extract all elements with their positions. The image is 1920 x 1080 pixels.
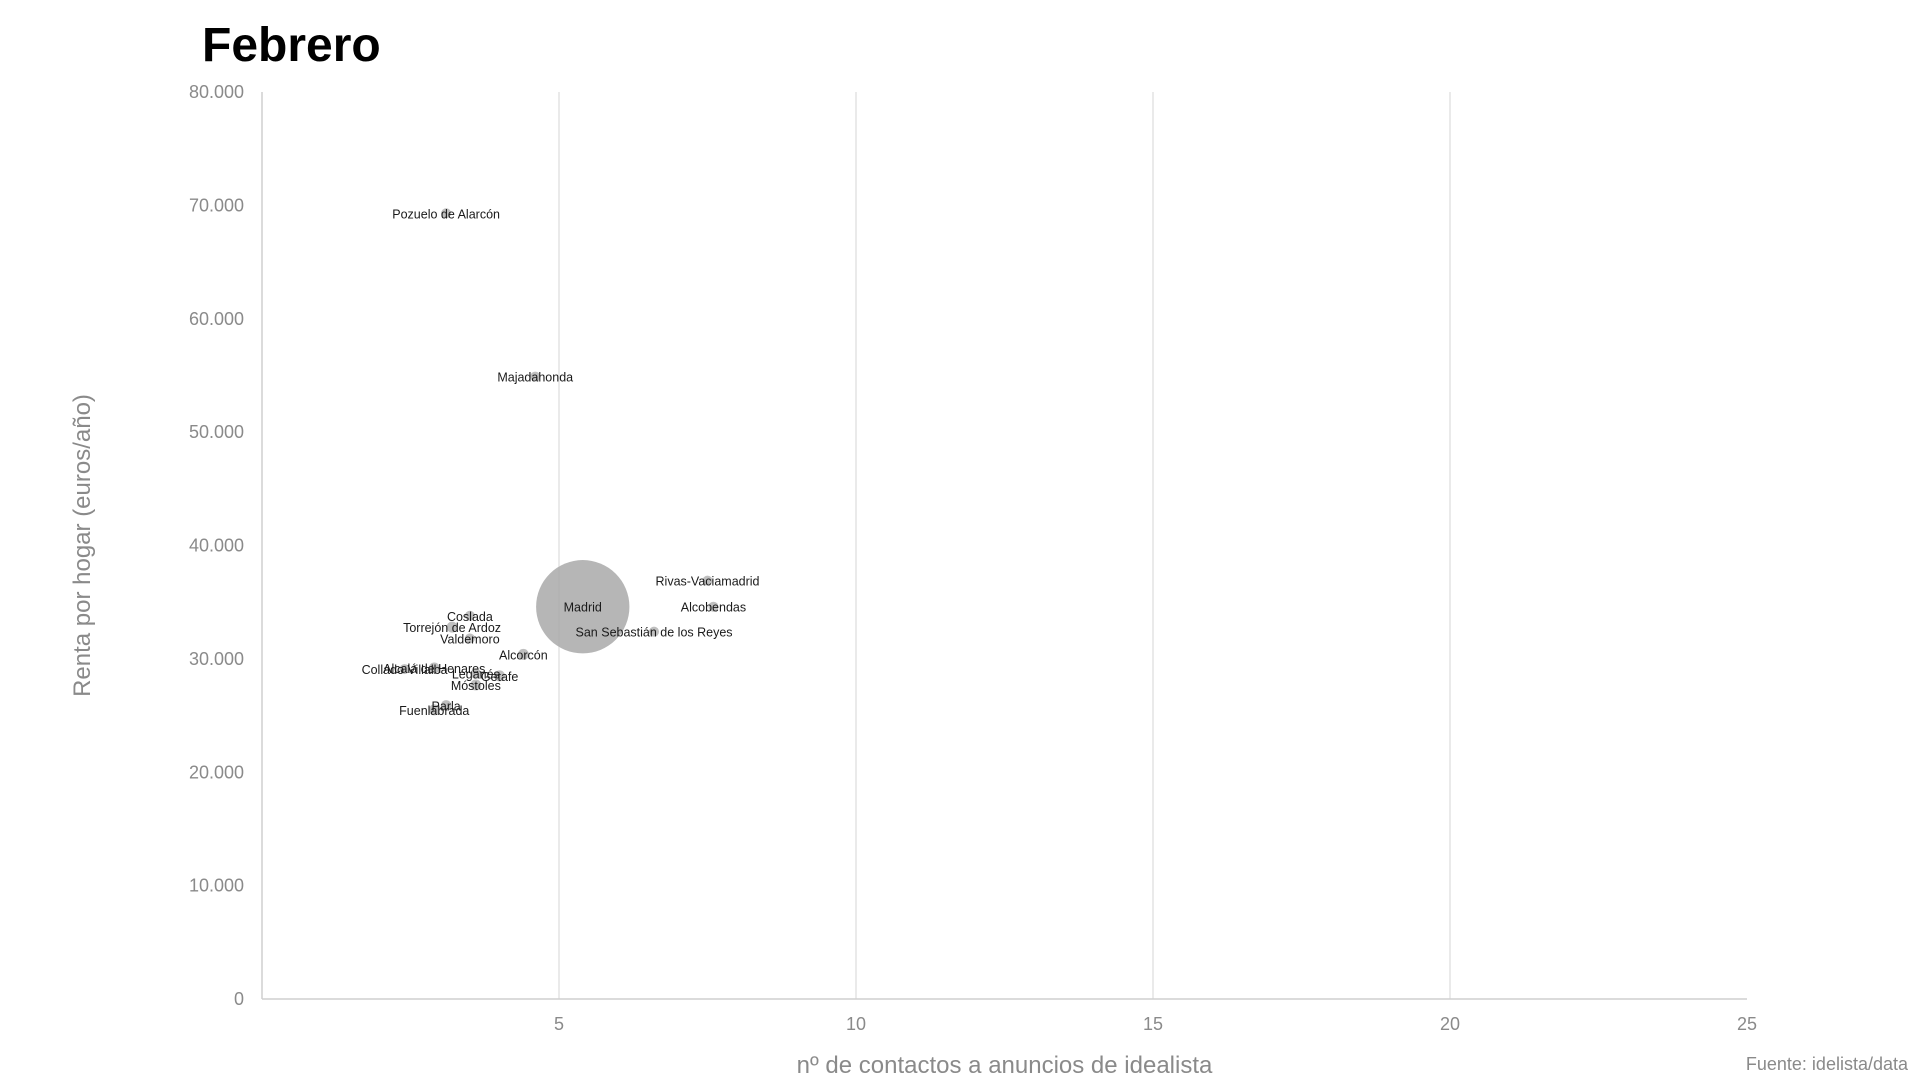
data-point — [428, 704, 440, 716]
data-point — [464, 610, 475, 621]
data-label: Madrid — [564, 601, 602, 615]
data-labels: Pozuelo de Alarcón Majadahonda Rivas-Vacia… — [362, 207, 760, 718]
x-tick-label: 25 — [1737, 1014, 1757, 1034]
data-label: Valdemoro — [440, 632, 500, 646]
data-label: Alcobendas — [681, 601, 746, 615]
grid-lines — [558, 92, 1451, 999]
data-point — [428, 662, 440, 674]
data-point — [702, 575, 713, 586]
data-point — [470, 679, 482, 691]
data-label: Rivas-Vaciamadrid — [656, 575, 760, 589]
y-axis-label: Renta por hogar (euros/año) — [69, 394, 96, 697]
data-label: Pozuelo de Alarcón — [392, 207, 500, 221]
y-tick-label: 70.000 — [189, 195, 244, 215]
data-point — [536, 560, 630, 654]
data-point — [464, 633, 475, 644]
x-tick-labels: 5 10 15 20 25 — [554, 1014, 1757, 1034]
x-tick-label: 5 — [554, 1014, 564, 1034]
y-tick-label: 50.000 — [189, 422, 244, 442]
x-tick-label: 20 — [1440, 1014, 1460, 1034]
data-point — [470, 668, 482, 679]
data-points — [399, 208, 719, 716]
x-tick-label: 10 — [846, 1014, 866, 1034]
y-tick-label: 0 — [234, 989, 244, 1009]
data-point — [517, 648, 529, 660]
y-tick-label: 80.000 — [189, 82, 244, 102]
data-point — [708, 601, 719, 612]
chart-title: Febrero — [202, 19, 381, 72]
data-label: San Sebastián de los Reyes — [576, 626, 733, 640]
data-point — [530, 371, 541, 382]
y-tick-label: 40.000 — [189, 536, 244, 556]
y-tick-labels: 0 10.000 20.000 30.000 40.000 50.000 60.000 70.… — [189, 82, 244, 1009]
data-label: Getafe — [481, 670, 519, 684]
axes — [261, 92, 1747, 1000]
y-tick-label: 30.000 — [189, 649, 244, 669]
data-label: Parla — [432, 699, 461, 713]
data-label: Torrejón de Ardoz — [403, 621, 501, 635]
data-label: Móstoles — [451, 679, 501, 693]
data-label: Alcorcón — [499, 648, 548, 662]
x-axis-label: nº de contactos a anuncios de idealista — [797, 1052, 1213, 1079]
data-point — [494, 670, 506, 682]
y-tick-label: 60.000 — [189, 309, 244, 329]
data-label: Coslada — [447, 610, 493, 624]
data-label: Alcalá de Henares — [383, 662, 485, 676]
data-label: Majadahonda — [497, 371, 573, 385]
data-label: Leganés — [452, 668, 500, 682]
y-tick-label: 10.000 — [189, 876, 244, 896]
x-tick-label: 15 — [1143, 1014, 1163, 1034]
data-point — [399, 664, 410, 675]
y-tick-label: 20.000 — [189, 762, 244, 782]
data-label: Fuenlabrada — [399, 704, 469, 718]
data-point — [649, 626, 660, 637]
data-point — [441, 208, 452, 219]
data-label: Collado Villalba — [362, 663, 448, 677]
source-note: Fuente: idelista/data — [1745, 1054, 1908, 1074]
data-point — [440, 700, 452, 711]
data-point — [446, 621, 458, 633]
